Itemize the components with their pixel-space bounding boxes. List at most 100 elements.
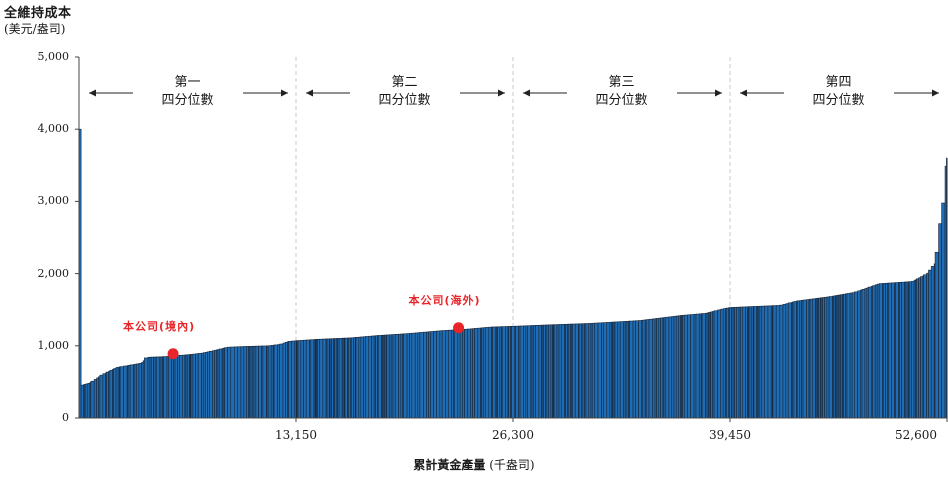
cost-bar	[423, 331, 427, 419]
cost-bar	[806, 299, 810, 419]
cost-bar	[675, 315, 680, 419]
cost-bar	[119, 366, 124, 419]
cost-bar	[854, 291, 858, 419]
cost-bar	[891, 282, 895, 419]
cost-bar	[527, 325, 532, 419]
cost-bar	[237, 346, 242, 419]
cost-bar	[150, 356, 154, 419]
cost-bar	[288, 341, 292, 419]
cost-bar	[888, 282, 893, 419]
cost-bar	[138, 363, 142, 419]
cost-bar	[87, 383, 91, 419]
cost-bar	[470, 328, 473, 419]
quartile-arrow-head	[740, 89, 747, 97]
cost-bar	[109, 369, 113, 419]
quartile-label: 第三 四分位數	[566, 74, 677, 110]
cost-bar	[745, 306, 748, 419]
cost-bar	[812, 298, 816, 419]
cost-bar	[787, 302, 792, 419]
cost-bar	[163, 356, 168, 419]
cost-bar	[192, 353, 196, 419]
cost-bar	[946, 157, 948, 419]
cost-bar	[864, 288, 868, 419]
cost-bar	[209, 350, 213, 419]
cost-bar	[285, 341, 288, 419]
cost-bar	[572, 323, 576, 419]
cost-bar	[878, 283, 883, 419]
cost-bar	[171, 355, 174, 419]
cost-bar	[687, 314, 691, 419]
cost-bar	[910, 281, 915, 419]
cost-bar	[411, 332, 416, 419]
cost-bar	[144, 357, 149, 419]
cost-bar	[386, 334, 390, 419]
cost-bar	[204, 351, 208, 419]
cost-bar	[523, 325, 527, 419]
cost-bar	[492, 326, 496, 419]
cost-bar	[255, 345, 259, 419]
cost-bar	[230, 346, 235, 419]
y-tick-label: 5,000	[37, 50, 70, 63]
x-tick-label: 26,300	[492, 428, 534, 442]
cost-bar	[809, 298, 814, 419]
cost-bar	[197, 353, 202, 419]
cost-bar	[195, 353, 199, 419]
cost-bar	[243, 346, 247, 419]
cost-bar	[350, 337, 354, 419]
cost-bar	[258, 345, 262, 419]
cost-bar	[279, 343, 284, 419]
cost-bar	[750, 306, 754, 419]
cost-bar	[439, 330, 443, 419]
cost-bar	[941, 202, 946, 419]
cost-bar	[90, 380, 95, 419]
cost-bar	[234, 346, 239, 419]
cost-bar	[722, 308, 726, 419]
cost-bar	[764, 305, 769, 419]
company-marker-label: 本公司(海外)	[408, 293, 481, 307]
cost-bar	[793, 301, 797, 419]
cost-bar	[501, 326, 507, 419]
cost-bar	[246, 346, 249, 419]
cost-bar	[923, 274, 927, 419]
cost-bar	[406, 333, 410, 419]
cost-bar	[168, 355, 172, 419]
cost-bar	[179, 355, 183, 419]
cost-bar	[695, 313, 700, 419]
cost-bar	[322, 338, 327, 419]
x-tick-label: 13,150	[275, 428, 317, 442]
cost-bar	[796, 300, 801, 419]
cost-bar	[459, 329, 464, 419]
cost-bar	[632, 320, 636, 419]
quartile-arrow-head	[498, 89, 505, 97]
x-axis-title: 累計黃金產量 (千盎司)	[0, 456, 948, 473]
cost-bar	[701, 313, 706, 419]
cost-bar	[861, 288, 866, 419]
cost-bar	[218, 348, 223, 419]
cost-bar	[617, 321, 621, 419]
cost-bar	[868, 286, 872, 419]
cost-bar	[657, 317, 661, 419]
cost-bar	[277, 344, 281, 419]
cost-bar	[474, 328, 479, 419]
cost-bar	[767, 305, 772, 419]
quartile-arrow-head	[89, 89, 96, 97]
cost-bar	[497, 326, 501, 419]
cost-bar	[872, 285, 876, 419]
cost-bar	[535, 325, 540, 419]
cost-bar	[488, 326, 492, 419]
quartile-label: 第一 四分位數	[132, 74, 243, 110]
cost-bar	[560, 324, 565, 419]
cost-bar	[713, 310, 718, 419]
cost-bar	[447, 329, 452, 419]
cost-bar	[876, 283, 880, 419]
cost-bar	[553, 324, 558, 419]
cost-bar	[326, 338, 330, 419]
cost-bar	[720, 308, 724, 419]
quartile-arrow-head	[523, 89, 530, 97]
cost-bar	[857, 290, 861, 419]
cost-bar	[635, 320, 639, 419]
y-tick-label: 2,000	[37, 266, 70, 280]
quartile-arrow-head	[932, 89, 939, 97]
cost-bar	[785, 303, 789, 419]
cost-bar	[588, 323, 592, 419]
